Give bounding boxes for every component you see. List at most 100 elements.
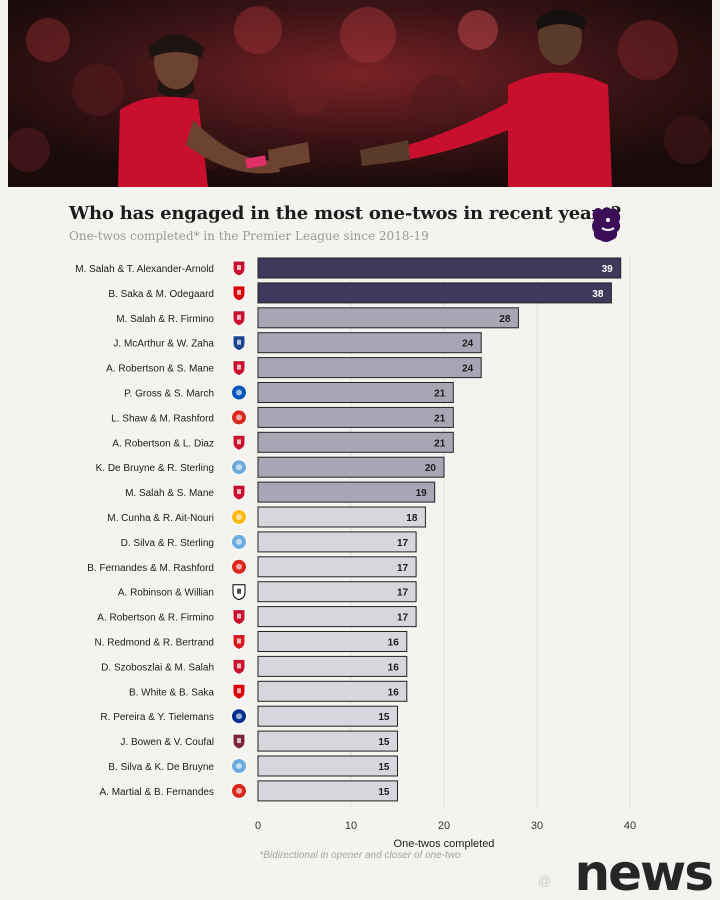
category-label: A. Martial & B. Fernandes	[100, 787, 215, 798]
data-label: 19	[416, 488, 428, 499]
data-label: 16	[388, 662, 400, 673]
player-right	[360, 9, 612, 187]
bar	[257, 506, 426, 528]
arsenal-crest-icon	[232, 285, 246, 302]
leicester-crest-icon	[231, 708, 247, 725]
category-label: K. De Bruyne & R. Sterling	[96, 463, 214, 474]
data-label: 17	[397, 563, 409, 574]
category-label: N. Redmond & R. Bertrand	[95, 638, 215, 649]
data-label: 17	[397, 588, 409, 599]
category-label: B. Fernandes & M. Rashford	[87, 563, 214, 574]
bar	[257, 382, 454, 403]
chart-subtitle: One-twos completed* in the Premier Leagu…	[69, 229, 429, 243]
x-tick-label: 40	[624, 820, 636, 832]
data-label: 24	[462, 364, 474, 375]
category-label: B. Saka & M. Odegaard	[108, 289, 214, 300]
category-label: J. McArthur & W. Zaha	[113, 339, 214, 350]
bar	[257, 357, 482, 379]
bar	[257, 406, 454, 428]
liverpool-crest-icon	[232, 484, 246, 501]
category-label: M. Cunha & R. Ait-Nouri	[107, 513, 214, 524]
category-label: A. Robertson & R. Firmino	[97, 613, 214, 624]
bar	[257, 257, 622, 279]
data-label: 21	[434, 389, 446, 400]
man-united-crest-icon	[231, 409, 247, 426]
data-label: 15	[378, 787, 390, 798]
wolves-crest-icon	[231, 509, 247, 525]
category-label: L. Shaw & M. Rashford	[111, 413, 214, 424]
x-tick-label: 10	[345, 820, 357, 832]
data-label: 24	[462, 339, 474, 350]
watermark-logo: news	[574, 844, 714, 900]
player-left	[118, 34, 310, 187]
data-label: 28	[499, 314, 511, 325]
x-tick-label: 20	[438, 820, 450, 832]
data-label: 15	[378, 737, 390, 748]
man-city-crest-icon	[231, 758, 247, 774]
data-label: 38	[592, 289, 604, 300]
category-label: D. Silva & R. Sterling	[121, 538, 214, 549]
liverpool-crest-icon	[232, 310, 246, 327]
bar	[257, 332, 482, 354]
category-label: A. Robertson & S. Mane	[106, 364, 214, 375]
bar	[257, 755, 398, 777]
bar	[257, 730, 398, 752]
bar	[257, 431, 454, 453]
category-label: M. Salah & R. Firmino	[116, 314, 214, 325]
hero-photo	[8, 0, 712, 187]
category-label: M. Salah & S. Mane	[125, 488, 214, 499]
bar	[257, 556, 417, 578]
data-label: 39	[602, 264, 614, 275]
category-label: A. Robertson & L. Diaz	[112, 438, 214, 449]
fulham-crest-icon	[232, 584, 246, 601]
bar	[257, 705, 398, 727]
crystal-palace-crest-icon	[232, 335, 246, 352]
bar	[257, 282, 612, 304]
category-label: B. Silva & K. De Bruyne	[108, 762, 214, 773]
liverpool-crest-icon	[232, 434, 246, 451]
bar	[257, 481, 436, 503]
category-label: R. Pereira & Y. Tielemans	[100, 712, 214, 723]
arsenal-crest-icon	[232, 683, 246, 700]
premier-league-lion-icon	[592, 207, 621, 242]
liverpool-crest-icon	[232, 609, 246, 626]
bar	[257, 307, 519, 329]
data-label: 15	[378, 712, 390, 723]
southampton-crest-icon	[232, 634, 246, 651]
brighton-crest-icon	[231, 384, 247, 401]
data-label: 21	[434, 413, 446, 424]
bar	[257, 655, 408, 677]
man-united-crest-icon	[231, 782, 247, 799]
category-label: A. Robinson & Willian	[118, 588, 214, 599]
bar	[257, 780, 398, 802]
data-label: 17	[397, 613, 409, 624]
bar	[257, 581, 417, 603]
man-united-crest-icon	[231, 558, 247, 575]
hero-photo-illustration	[8, 0, 712, 187]
west-ham-crest-icon	[232, 733, 246, 750]
chart-title: Who has engaged in the most one-twos in …	[69, 203, 622, 224]
data-label: 16	[388, 638, 400, 649]
liverpool-crest-icon	[232, 260, 246, 277]
category-label: M. Salah & T. Alexander-Arnold	[75, 264, 214, 275]
x-tick-label: 0	[255, 820, 261, 832]
category-label: B. White & B. Saka	[129, 687, 214, 698]
bar-chart: 0 10 20 30 40 One-twos completed M. Salah & T.…	[75, 255, 636, 850]
data-label: 17	[397, 538, 409, 549]
footnote: *Bidirectional in opener and closer of o…	[259, 850, 461, 861]
man-city-crest-icon	[231, 459, 247, 476]
data-label: 21	[434, 438, 446, 449]
bar	[257, 606, 417, 628]
x-axis-label: One-twos completed	[394, 838, 495, 850]
data-label: 18	[406, 513, 418, 524]
data-label: 20	[425, 463, 437, 474]
bar	[257, 680, 408, 702]
x-tick-label: 30	[531, 820, 543, 832]
data-label: 16	[388, 687, 400, 698]
man-city-crest-icon	[231, 533, 247, 550]
weibo-icon: @	[538, 873, 552, 888]
category-label: D. Szoboszlai & M. Salah	[101, 662, 214, 673]
data-label: 15	[378, 762, 390, 773]
liverpool-crest-icon	[232, 360, 246, 377]
